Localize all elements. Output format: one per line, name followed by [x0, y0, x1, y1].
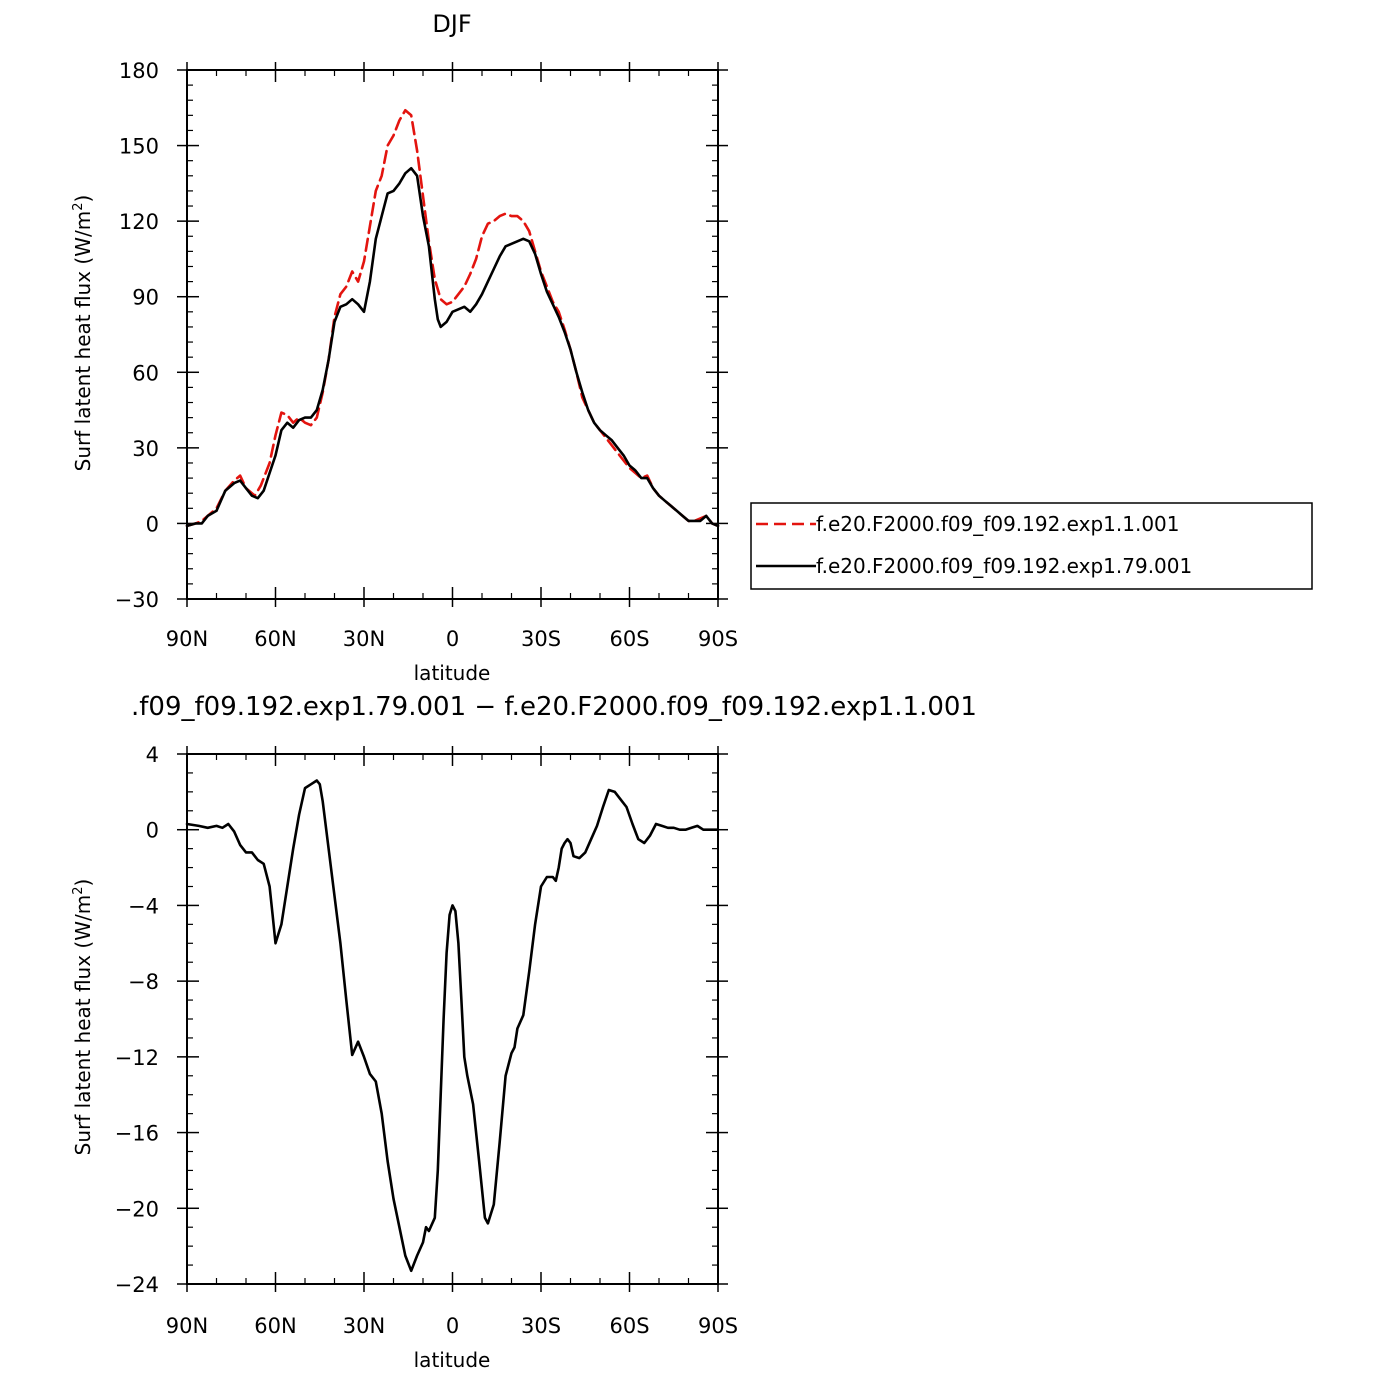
top-y-tick-label: 60: [132, 361, 159, 385]
top-x-tick-label: 60S: [609, 627, 649, 651]
top-axis-ticks: [177, 62, 728, 607]
top-x-tick-label: 30S: [521, 627, 561, 651]
top-y-tick-label: 0: [146, 512, 159, 536]
top-x-tick-label: 60N: [254, 627, 296, 651]
top-plot-frame: [186, 69, 719, 600]
top-ylabel: Surf latent heat flux (W/m2): [71, 195, 95, 472]
top-x-tick-labels: 90N 60N 30N 0 30S 60S 90S: [166, 627, 738, 651]
bottom-title: .f09_f09.192.exp1.79.001 − f.e20.F2000.f…: [131, 692, 977, 722]
bottom-y-tick-label: −12: [115, 1046, 159, 1070]
top-title: DJF: [432, 10, 471, 38]
bottom-ylabel: Surf latent heat flux (W/m2): [71, 879, 95, 1156]
top-x-tick-label: 90N: [166, 627, 208, 651]
top-ylabel-sup: 2: [71, 203, 86, 211]
bottom-axis-ticks: [177, 746, 728, 1292]
bottom-y-tick-label: −20: [115, 1197, 159, 1221]
bottom-x-tick-label: 60N: [254, 1314, 296, 1338]
bottom-x-tick-label: 90S: [698, 1314, 738, 1338]
top-xlabel: latitude: [414, 661, 491, 685]
bottom-x-tick-label: 90N: [166, 1314, 208, 1338]
bottom-y-tick-label: 0: [146, 819, 159, 843]
legend: f.e20.F2000.f09_f09.192.exp1.1.001 f.e20…: [750, 502, 1313, 590]
legend-label-series-1: f.e20.F2000.f09_f09.192.exp1.1.001: [816, 512, 1180, 536]
legend-box: [750, 502, 1313, 590]
bottom-y-tick-label: 4: [146, 743, 159, 767]
top-y-tick-label: 150: [119, 135, 159, 159]
bottom-y-tick-label: −16: [115, 1122, 159, 1146]
bottom-xlabel: latitude: [414, 1348, 491, 1372]
bottom-x-tick-labels: 90N 60N 30N 0 30S 60S 90S: [166, 1314, 738, 1338]
bottom-series-group: [185, 779, 720, 1273]
svg-text:Surf latent heat flux (W/m2): Surf latent heat flux (W/m2): [71, 195, 95, 472]
bottom-series-line-1: [185, 779, 720, 1273]
bottom-y-tick-label: −4: [128, 894, 159, 918]
top-x-tick-label: 90S: [698, 627, 738, 651]
top-y-tick-label: 30: [132, 437, 159, 461]
top-series-line-2: [185, 166, 720, 528]
top-x-tick-label: 30N: [343, 627, 385, 651]
bottom-ylabel-close: ): [71, 879, 95, 887]
top-series-group: [185, 109, 720, 528]
bottom-y-tick-label: −8: [128, 970, 159, 994]
bottom-plot-frame: [186, 753, 719, 1285]
svg-text:Surf latent heat flux (W/m2): Surf latent heat flux (W/m2): [71, 879, 95, 1156]
bottom-x-tick-label: 60S: [609, 1314, 649, 1338]
bottom-ylabel-main: Surf latent heat flux (W/m: [71, 895, 95, 1156]
top-y-tick-label: 120: [119, 210, 159, 234]
bottom-x-tick-label: 30S: [521, 1314, 561, 1338]
top-panel: DJF Surf latent heat flux (W/m2) latitud…: [71, 10, 738, 685]
legend-label-series-2: f.e20.F2000.f09_f09.192.exp1.79.001: [816, 554, 1192, 578]
bottom-y-tick-labels: −24 −20 −16 −12 −8 −4 0 4: [115, 743, 159, 1297]
top-ylabel-main: Surf latent heat flux (W/m: [71, 211, 95, 472]
top-y-tick-label: −30: [115, 588, 159, 612]
bottom-y-tick-label: −24: [115, 1273, 159, 1297]
top-y-tick-label: 180: [119, 59, 159, 83]
top-series-line-1: [185, 109, 720, 528]
top-y-tick-label: 90: [132, 286, 159, 310]
top-ylabel-close: ): [71, 195, 95, 203]
top-y-tick-labels: −30 0 30 60 90 120 150 180: [115, 59, 159, 612]
top-x-tick-label: 0: [446, 627, 459, 651]
bottom-panel: .f09_f09.192.exp1.79.001 − f.e20.F2000.f…: [71, 692, 977, 1372]
bottom-x-tick-label: 30N: [343, 1314, 385, 1338]
bottom-x-tick-label: 0: [446, 1314, 459, 1338]
bottom-ylabel-sup: 2: [71, 887, 86, 895]
